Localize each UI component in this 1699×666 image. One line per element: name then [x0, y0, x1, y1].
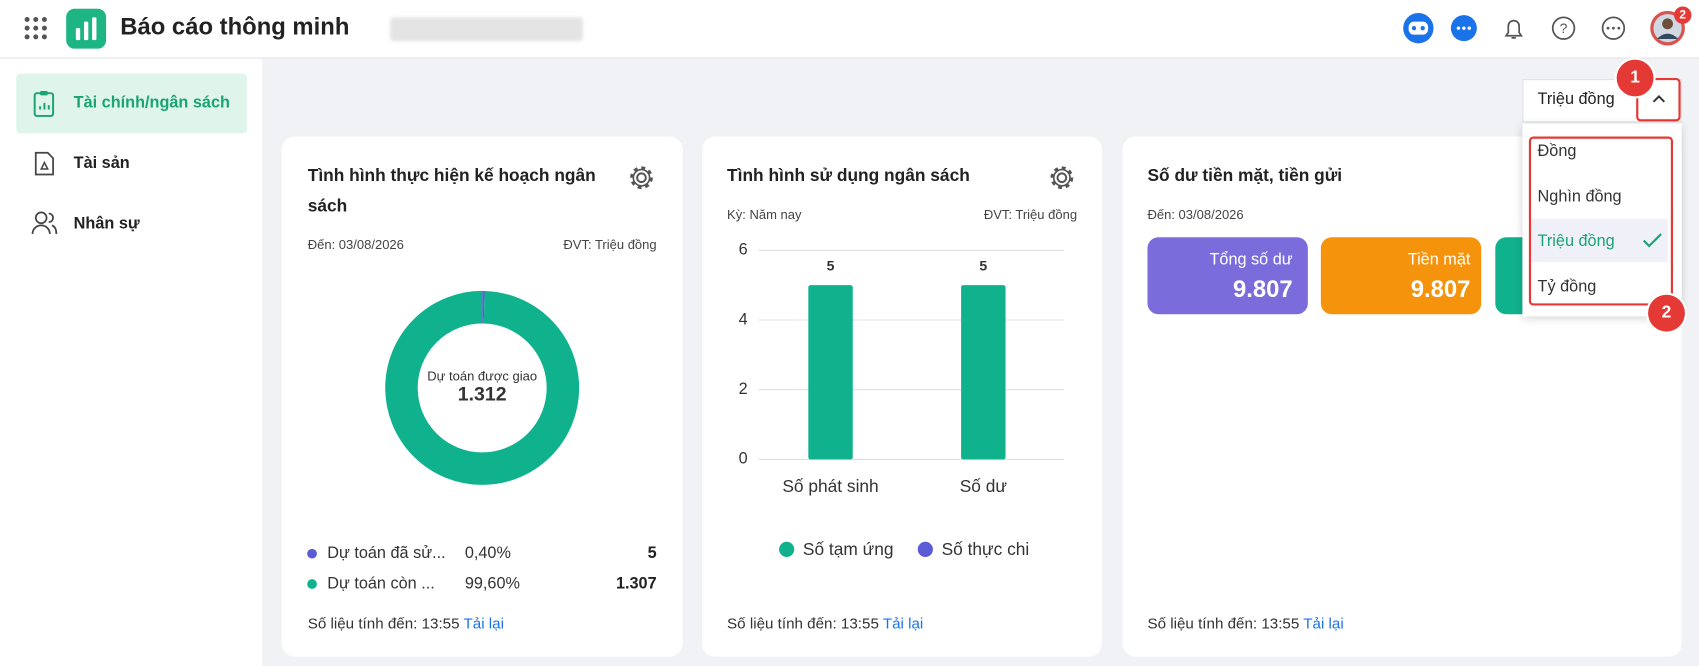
legend-dot: [307, 579, 317, 589]
updated-time: Số liệu tính đến: 13:55: [727, 614, 879, 632]
donut-center-label: Dự toán được giao: [427, 369, 537, 384]
chevron-up[interactable]: [1651, 93, 1666, 104]
highlight-box: [1636, 78, 1681, 122]
check-icon: [1642, 233, 1662, 248]
donut-center-value: 1.312: [458, 384, 507, 406]
step-callout: 1: [1616, 59, 1654, 97]
legend-dot: [779, 541, 795, 557]
card: [702, 136, 1102, 657]
legend-amount: 5: [648, 544, 657, 562]
sidebar: [0, 58, 263, 666]
bar: [808, 285, 853, 460]
people-icon: [31, 211, 58, 235]
y-tick-label: 6: [739, 241, 748, 259]
bar: [961, 285, 1006, 460]
reload-link[interactable]: Tải lại: [1303, 614, 1344, 632]
legend-dot: [307, 548, 317, 559]
y-tick-label: 4: [739, 310, 748, 328]
sidebar-active-bg: [16, 73, 248, 134]
sidebar-item[interactable]: Tài sản: [73, 153, 130, 173]
redacted-field: [390, 17, 583, 42]
card-unit: ĐVT: Triệu đồng: [563, 237, 657, 253]
card-date: Đến: 03/08/2026: [307, 237, 404, 253]
legend-label: Số tạm ứng: [803, 539, 894, 559]
sidebar-item[interactable]: Tài chính/ngân sách: [73, 93, 230, 112]
settings-icon[interactable]: [1048, 164, 1076, 192]
step-callout: 2: [1648, 294, 1685, 332]
highlight-box: [1528, 136, 1674, 306]
balance-tile: [1147, 237, 1308, 315]
bar-value-label: 5: [827, 257, 835, 273]
card-footer: Số liệu tính đến: 13:55 Tải lại: [308, 614, 504, 631]
legend-label: Dự toán đã sử...: [327, 544, 445, 562]
card-date: Đến: 03/08/2026: [1147, 206, 1244, 223]
cash-tile: [1320, 237, 1482, 315]
donut-slice: [385, 290, 580, 485]
legend-percent: 99,60%: [465, 574, 520, 592]
card-unit: ĐVT: Triệu đồng: [983, 206, 1078, 223]
menu-item[interactable]: Tỷ đồng: [1537, 277, 1597, 296]
reload-link[interactable]: Tải lại: [882, 614, 924, 632]
reload-link[interactable]: Tải lại: [463, 614, 504, 632]
unit-selected: Triệu đồng: [1537, 89, 1615, 109]
sidebar-item[interactable]: Nhân sự: [73, 214, 140, 233]
apps-icon[interactable]: [24, 16, 48, 40]
tile-label: Tổng số dư: [1209, 250, 1293, 269]
card-footer: Số liệu tính đến: 13:55 Tải lại: [727, 614, 923, 631]
legend-amount: 1.307: [616, 574, 657, 592]
x-tick-label: Số phát sinh: [782, 476, 878, 496]
finance-icon: [33, 91, 55, 117]
legend-label: Số thực chi: [942, 539, 1030, 559]
app-logo[interactable]: [66, 8, 107, 49]
menu-item[interactable]: Triệu đồng: [1537, 231, 1615, 251]
legend-dot: [917, 541, 933, 557]
card-title: Tình hình sử dụng ngân sách: [727, 166, 970, 186]
updated-time: Số liệu tính đến: 13:55: [307, 614, 460, 632]
menu-item[interactable]: Nghìn đồng: [1537, 187, 1622, 206]
tile-value: 9.807: [1233, 275, 1293, 303]
svg-text:?: ?: [1560, 20, 1568, 36]
card: [281, 136, 683, 657]
card-title: Số dư tiền mặt, tiền gửi: [1147, 166, 1343, 186]
bar-value-label: 5: [979, 257, 987, 273]
asset-icon: [34, 151, 54, 176]
y-tick-label: 0: [739, 450, 748, 468]
notification-badge: 2: [1674, 6, 1692, 24]
y-tick-label: 2: [739, 380, 748, 398]
settings-icon[interactable]: [627, 164, 655, 192]
tile-value: 9.807: [1410, 275, 1471, 303]
menu-item[interactable]: Đồng: [1537, 141, 1577, 161]
card-period: Kỳ: Năm nay: [727, 206, 802, 223]
legend-label: Dự toán còn ...: [327, 574, 435, 592]
legend-percent: 0,40%: [465, 544, 511, 562]
app-title: Báo cáo thông minh: [120, 13, 350, 41]
tile-label: Tiền mặt: [1407, 250, 1471, 269]
x-tick-label: Số dư: [960, 476, 1008, 496]
updated-time: Số liệu tính đến: 13:55: [1147, 614, 1300, 632]
card-title: Tình hình thực hiện kế hoạch ngân sách: [307, 166, 596, 216]
card-footer: Số liệu tính đến: 13:55 Tải lại: [1147, 614, 1343, 631]
